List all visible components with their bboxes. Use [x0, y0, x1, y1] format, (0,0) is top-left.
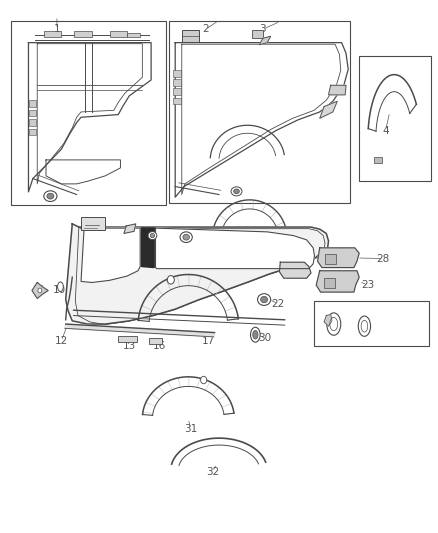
Bar [173, 98, 181, 104]
Bar [11, 21, 166, 205]
Ellipse shape [201, 376, 207, 384]
Text: 17: 17 [201, 336, 215, 346]
Polygon shape [320, 101, 337, 118]
Bar [182, 30, 199, 42]
Polygon shape [324, 314, 332, 326]
Bar [29, 100, 36, 107]
Bar [29, 110, 36, 116]
Polygon shape [318, 248, 359, 268]
Text: 32: 32 [206, 467, 219, 477]
Ellipse shape [167, 276, 174, 284]
Bar [252, 30, 263, 38]
Bar [324, 278, 335, 288]
Text: 3: 3 [259, 25, 266, 34]
Polygon shape [316, 271, 359, 292]
Polygon shape [155, 228, 314, 269]
Ellipse shape [258, 294, 271, 305]
Ellipse shape [327, 313, 341, 335]
Bar [173, 88, 181, 95]
Text: 16: 16 [153, 342, 166, 351]
Polygon shape [328, 85, 346, 95]
Ellipse shape [183, 235, 189, 240]
Ellipse shape [253, 330, 258, 339]
Polygon shape [279, 262, 311, 278]
Ellipse shape [180, 232, 192, 243]
Text: 8: 8 [187, 238, 194, 247]
Text: 5: 5 [91, 238, 98, 247]
Text: 2: 2 [202, 25, 209, 34]
Text: 7: 7 [128, 238, 135, 247]
Polygon shape [32, 282, 48, 298]
Text: 22: 22 [272, 299, 285, 309]
Bar [118, 336, 137, 342]
Ellipse shape [58, 282, 63, 292]
Text: 10: 10 [53, 286, 66, 295]
Bar [169, 21, 350, 203]
Bar [374, 157, 382, 163]
Ellipse shape [44, 191, 57, 201]
Text: 1: 1 [53, 25, 60, 34]
Ellipse shape [251, 327, 260, 342]
Bar [325, 254, 336, 264]
Text: 30: 30 [258, 334, 272, 343]
Polygon shape [81, 228, 140, 282]
Ellipse shape [38, 288, 42, 293]
Polygon shape [141, 228, 154, 268]
Text: 12: 12 [55, 336, 68, 346]
Text: 23: 23 [361, 280, 374, 290]
Bar [314, 301, 429, 346]
Polygon shape [66, 224, 328, 324]
Ellipse shape [231, 187, 242, 196]
Text: 28: 28 [377, 254, 390, 263]
Bar [110, 31, 127, 37]
Bar [173, 70, 181, 77]
Polygon shape [259, 36, 271, 45]
Bar [74, 31, 92, 37]
Ellipse shape [358, 316, 371, 336]
Text: 20: 20 [377, 320, 390, 330]
Ellipse shape [261, 296, 268, 303]
Text: 27: 27 [298, 264, 311, 274]
Ellipse shape [361, 320, 368, 332]
Bar [29, 119, 36, 126]
Text: 13: 13 [123, 342, 136, 351]
Text: 31: 31 [184, 424, 197, 434]
Text: 9: 9 [253, 243, 260, 253]
Bar [29, 129, 36, 135]
Bar [359, 56, 431, 181]
Bar [173, 79, 181, 86]
Bar [44, 31, 61, 37]
Bar [127, 33, 140, 37]
Ellipse shape [148, 231, 157, 239]
Text: 4: 4 [382, 126, 389, 135]
Bar [149, 338, 162, 344]
Bar [81, 217, 105, 230]
Ellipse shape [234, 189, 239, 193]
Ellipse shape [330, 317, 338, 330]
Text: 24: 24 [145, 236, 158, 246]
Polygon shape [124, 224, 136, 233]
Text: 11: 11 [33, 286, 46, 295]
Polygon shape [65, 324, 215, 337]
Ellipse shape [150, 233, 155, 238]
Ellipse shape [47, 193, 54, 199]
